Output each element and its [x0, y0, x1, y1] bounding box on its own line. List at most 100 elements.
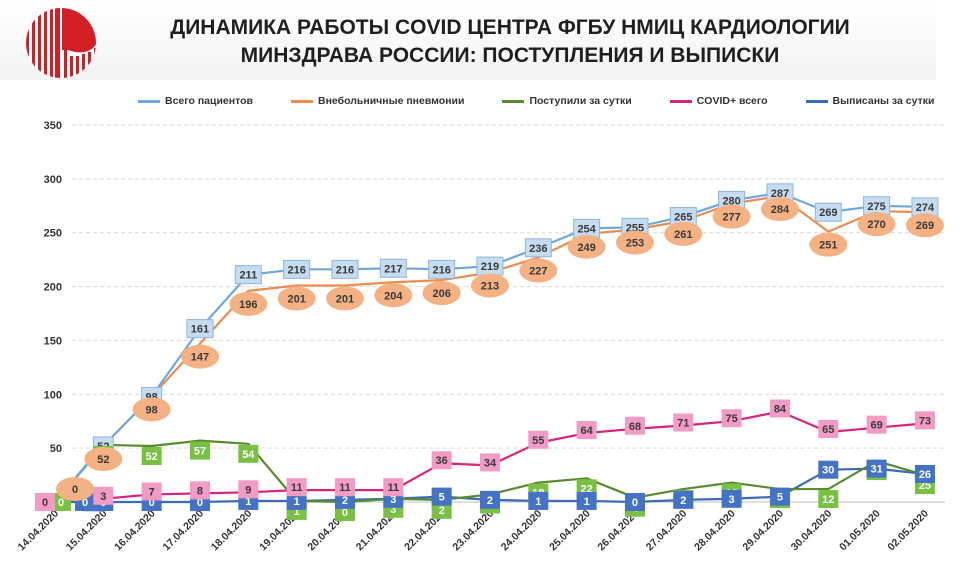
data-label-bg — [760, 197, 799, 222]
x-tick-label: 24.04.2020 — [499, 508, 545, 554]
data-label: 8 — [197, 485, 203, 497]
data-label: 3 — [390, 504, 396, 516]
data-label-bg — [186, 319, 214, 339]
data-label: 217 — [384, 263, 402, 275]
data-label: 11 — [291, 482, 303, 494]
data-label: 251 — [819, 240, 837, 252]
data-label-bg — [664, 221, 703, 246]
data-label: 211 — [239, 270, 257, 282]
data-label: 219 — [481, 261, 499, 273]
x-tick-label: 16.04.2020 — [112, 508, 158, 554]
data-label-bg — [914, 464, 935, 483]
data-label: 36 — [436, 455, 448, 467]
data-label-bg — [35, 493, 55, 511]
y-tick-label: 50 — [50, 443, 62, 455]
x-tick-label: 29.04.2020 — [740, 508, 786, 554]
data-label-bg — [93, 486, 114, 505]
data-label: 147 — [191, 352, 209, 364]
data-label: 284 — [771, 204, 790, 216]
data-label: 236 — [529, 243, 547, 255]
data-label-bg — [334, 478, 355, 497]
data-label: 213 — [481, 281, 499, 293]
data-label-bg — [141, 482, 162, 501]
data-label: 7 — [149, 486, 155, 498]
legend-item-covid: COVID+ всего — [669, 93, 768, 109]
data-label-bg — [721, 489, 742, 508]
data-label-bg — [857, 212, 896, 237]
data-label-bg — [624, 416, 645, 435]
x-tick-label: 02.05.2020 — [885, 508, 931, 554]
data-label: 0 — [82, 497, 88, 509]
data-label-bg — [470, 273, 509, 298]
data-label: 84 — [774, 404, 787, 416]
data-label: 54 — [242, 449, 255, 461]
title-line-1: ДИНАМИКА РАБОТЫ COVID ЦЕНТРА ФГБУ НМИЦ К… — [170, 16, 850, 39]
data-label-bg — [189, 481, 210, 500]
data-label: 269 — [916, 220, 934, 232]
x-tick-label: 17.04.2020 — [160, 508, 206, 554]
data-label-bg — [479, 453, 500, 472]
data-label-bg — [818, 460, 839, 479]
data-label-bg — [132, 397, 171, 422]
legend-item-pneumonia: Внебольничные пневмонии — [290, 93, 465, 109]
x-tick-label: 23.04.2020 — [450, 508, 496, 554]
header-band: ДИНАМИКА РАБОТЫ COVID ЦЕНТРА ФГБУ НМИЦ К… — [0, 0, 936, 80]
legend-swatch-covid — [669, 99, 692, 103]
data-label-bg — [615, 230, 654, 255]
data-label: 3 — [729, 494, 735, 506]
legend-item-discharged: Выписаны за сутки — [805, 93, 935, 109]
data-label-bg — [379, 258, 407, 278]
data-label-bg — [479, 490, 500, 509]
data-label: 206 — [432, 288, 450, 300]
data-label-bg — [905, 213, 944, 238]
data-label: 254 — [577, 223, 596, 235]
data-label: 26 — [919, 469, 931, 481]
data-label-bg — [286, 491, 307, 510]
data-label-bg — [56, 477, 94, 501]
data-label: 216 — [287, 264, 305, 276]
data-label: 0 — [197, 497, 203, 509]
y-tick-label: 200 — [44, 282, 62, 294]
data-label-bg — [866, 415, 887, 434]
data-label: 1 — [294, 506, 300, 518]
y-tick-label: 150 — [44, 335, 62, 347]
data-label: 57 — [194, 446, 206, 458]
logo-icon — [26, 8, 96, 78]
data-label-bg — [576, 491, 597, 510]
x-tick-label: 25.04.2020 — [547, 508, 593, 554]
data-label: 0 — [72, 484, 78, 496]
data-label: 0 — [42, 497, 48, 509]
legend-label-discharged: Выписаны за сутки — [832, 95, 935, 107]
data-label: 34 — [484, 457, 497, 469]
data-label-bg — [567, 234, 606, 259]
data-label-bg — [818, 490, 839, 509]
legend-swatch-pneumonia — [290, 99, 313, 103]
legend-swatch-total — [138, 99, 160, 103]
data-label: 261 — [674, 229, 692, 241]
data-label: 0 — [149, 497, 155, 509]
data-label-bg — [238, 480, 259, 499]
data-label: 3 — [390, 494, 396, 506]
data-label: 201 — [336, 293, 354, 305]
legend-swatch-discharged — [805, 99, 828, 103]
data-label: 204 — [384, 290, 403, 302]
data-label: 277 — [722, 212, 740, 224]
legend-label-admitted: Поступили за сутки — [529, 95, 632, 107]
y-tick-label: 250 — [44, 228, 62, 240]
y-tick-label: 100 — [44, 389, 62, 401]
data-label-bg — [283, 259, 311, 279]
legend-label-pneumonia: Внебольничные пневмонии — [317, 95, 465, 107]
data-label: 25 — [919, 480, 931, 492]
title-line-2: МИНЗДРАВА РОССИИ: ПОСТУПЛЕНИЯ И ВЫПИСКИ — [240, 44, 780, 67]
data-label-bg — [331, 259, 359, 279]
data-label-bg — [524, 238, 552, 258]
y-tick-label: 350 — [44, 120, 62, 132]
data-label: 0 — [58, 497, 64, 509]
data-label: 73 — [919, 415, 931, 427]
data-label: 269 — [819, 207, 837, 219]
data-label-bg — [721, 409, 742, 428]
data-label: 5 — [439, 492, 445, 504]
x-tick-label: 14.04.2020 — [15, 508, 61, 554]
data-label: 280 — [722, 195, 740, 207]
data-label: 2 — [439, 505, 445, 517]
